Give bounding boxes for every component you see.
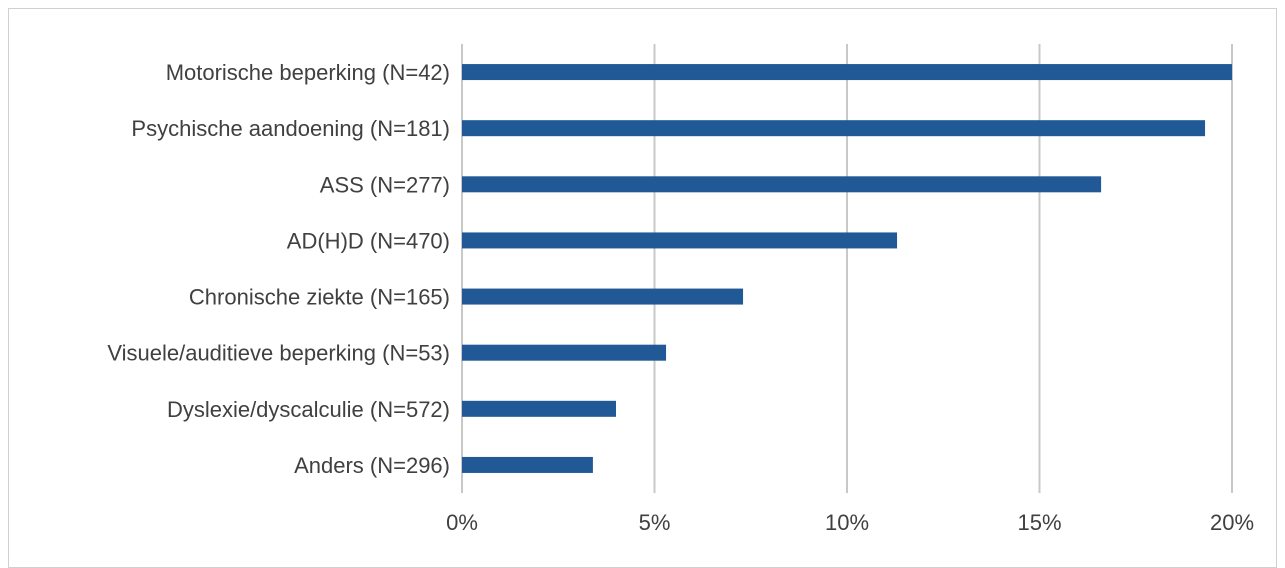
grid-layer bbox=[461, 44, 1233, 493]
bar bbox=[462, 400, 616, 417]
x-tick-label: 10% bbox=[825, 510, 869, 535]
x-tick-label: 20% bbox=[1210, 510, 1254, 535]
x-tick-label: 5% bbox=[639, 510, 671, 535]
bar bbox=[462, 288, 744, 305]
category-label: Motorische beperking (N=42) bbox=[166, 60, 450, 85]
category-label: AD(H)D (N=470) bbox=[287, 228, 450, 253]
x-tick-label: 0% bbox=[446, 510, 478, 535]
chart-frame bbox=[8, 8, 1277, 568]
bar bbox=[462, 232, 898, 249]
bar bbox=[462, 344, 667, 361]
x-tick-labels: 0% 5% 10% 15% 20% bbox=[446, 510, 1254, 535]
bar bbox=[462, 120, 1206, 137]
bar-chart: Motorische beperking (N=42) Psychische aa… bbox=[107, 44, 1254, 535]
bar bbox=[462, 176, 1102, 193]
category-labels: Motorische beperking (N=42) Psychische aa… bbox=[107, 60, 450, 478]
category-label: Dyslexie/dyscalculie (N=572) bbox=[167, 397, 450, 422]
x-tick-label: 15% bbox=[1017, 510, 1061, 535]
category-label: ASS (N=277) bbox=[320, 172, 450, 197]
bar bbox=[462, 456, 593, 473]
category-label: Anders (N=296) bbox=[294, 453, 450, 478]
category-label: Psychische aandoening (N=181) bbox=[131, 116, 450, 141]
bar-layer bbox=[462, 64, 1232, 473]
category-label: Chronische ziekte (N=165) bbox=[189, 285, 450, 310]
category-label: Visuele/auditieve beperking (N=53) bbox=[107, 341, 450, 366]
bar bbox=[462, 64, 1232, 81]
